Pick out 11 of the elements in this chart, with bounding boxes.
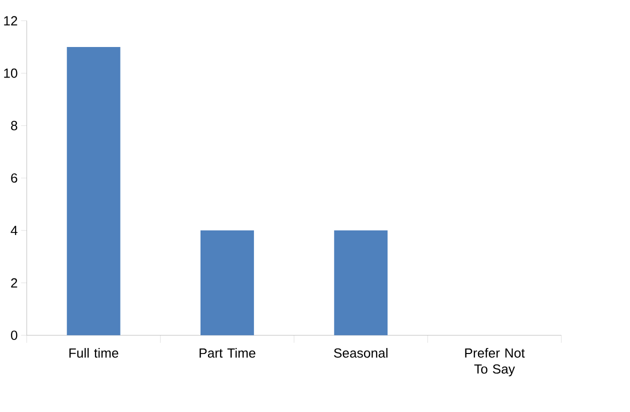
x-tick-label: Seasonal xyxy=(334,348,388,358)
x-tick-label: Part Time xyxy=(200,348,256,358)
x-tick-label: Full time xyxy=(69,348,118,358)
y-tick-label: 10 xyxy=(4,68,18,78)
x-tick-label: Prefer Not To Say xyxy=(465,348,525,376)
y-tick-label: 2 xyxy=(11,278,18,288)
y-tick-label: 6 xyxy=(11,173,18,183)
y-tick-label: 12 xyxy=(4,16,18,26)
y-tick-label: 4 xyxy=(10,226,18,236)
y-tick-label: 0 xyxy=(10,330,18,340)
y-tick-label: 8 xyxy=(11,121,18,130)
